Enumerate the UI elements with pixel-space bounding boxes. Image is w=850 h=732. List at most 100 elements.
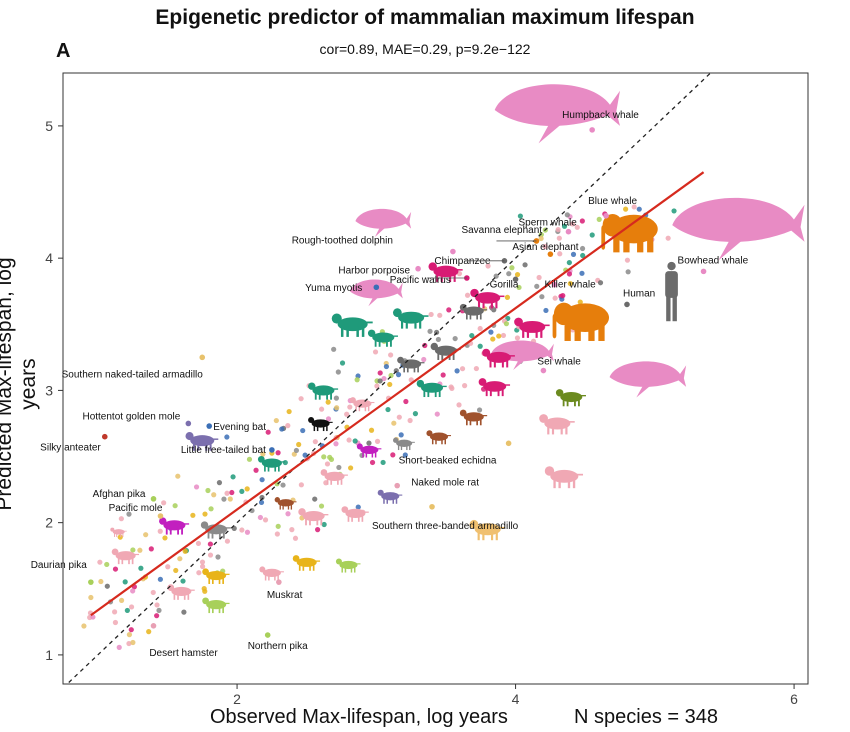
animal-body bbox=[519, 320, 546, 333]
data-point bbox=[462, 383, 468, 389]
animal-body bbox=[206, 570, 227, 581]
quadruped-silhouette bbox=[544, 466, 584, 489]
animal-leg bbox=[340, 326, 344, 337]
animal-leg bbox=[476, 418, 478, 426]
animal-tail bbox=[184, 523, 190, 525]
data-point bbox=[279, 426, 285, 432]
animal-leg bbox=[114, 532, 116, 537]
animal-head bbox=[167, 584, 175, 591]
animal-head bbox=[292, 555, 300, 562]
animal-body bbox=[302, 510, 325, 522]
animal-tail bbox=[499, 526, 506, 529]
data-point bbox=[368, 427, 375, 433]
elephant-head bbox=[553, 302, 574, 326]
animal-body bbox=[324, 471, 345, 481]
data-point bbox=[366, 440, 372, 446]
human-silhouette bbox=[665, 261, 678, 322]
animal-tail bbox=[366, 321, 373, 324]
labeled-point: Yuma myotis bbox=[305, 283, 380, 294]
data-point bbox=[196, 570, 202, 576]
data-point bbox=[274, 531, 280, 537]
animal-leg bbox=[501, 359, 504, 368]
data-point bbox=[428, 311, 434, 318]
data-point bbox=[275, 523, 281, 529]
data-point bbox=[564, 212, 570, 218]
data-point bbox=[504, 294, 511, 300]
animal-body bbox=[475, 292, 501, 304]
data-point bbox=[312, 496, 318, 502]
animal-body bbox=[372, 332, 395, 343]
labeled-point-label: Blue whale bbox=[588, 196, 637, 207]
labeled-point-marker bbox=[700, 268, 707, 275]
animal-leg bbox=[434, 389, 437, 398]
animal-leg bbox=[477, 531, 480, 541]
data-point bbox=[421, 356, 427, 363]
quadruped-silhouette bbox=[349, 397, 375, 412]
animal-leg bbox=[313, 424, 316, 432]
data-point bbox=[296, 441, 302, 448]
data-point bbox=[298, 396, 304, 402]
labeled-point-label: Silky anteater bbox=[40, 443, 101, 454]
data-point bbox=[435, 336, 441, 343]
labeled-point: Gorilla bbox=[490, 276, 519, 290]
labeled-point: Bowhead whale bbox=[678, 255, 749, 275]
animal-head bbox=[159, 517, 167, 525]
animal-tail bbox=[441, 385, 447, 388]
labeled-points: Humpback whale Blue whale Sperm whale Bowhe… bbox=[31, 110, 749, 659]
data-point bbox=[221, 496, 227, 502]
data-point bbox=[496, 333, 502, 339]
animal-leg bbox=[390, 339, 392, 347]
animal-leg bbox=[400, 444, 403, 451]
animal-leg bbox=[558, 478, 561, 489]
data-point bbox=[195, 540, 202, 547]
y-tick-label: 3 bbox=[45, 382, 53, 398]
animal-leg bbox=[302, 563, 305, 571]
animal-leg bbox=[205, 442, 208, 451]
animal-leg bbox=[417, 365, 419, 373]
animal-leg bbox=[397, 444, 400, 451]
animal-leg bbox=[495, 531, 498, 541]
animal-head bbox=[392, 308, 402, 318]
animal-leg bbox=[274, 574, 276, 581]
animal-leg bbox=[316, 424, 319, 432]
data-point bbox=[380, 459, 386, 466]
data-point bbox=[224, 538, 231, 544]
labeled-point-marker bbox=[206, 423, 213, 429]
labeled-point-marker bbox=[603, 213, 609, 219]
data-point bbox=[239, 488, 245, 495]
quadruped-silhouette bbox=[555, 389, 586, 407]
animal-leg bbox=[465, 418, 468, 426]
data-point bbox=[355, 504, 361, 510]
labeled-point-label: Southern naked-tailed armadillo bbox=[62, 369, 204, 380]
labeled-point: Harbor porpoise bbox=[338, 266, 421, 277]
animal-leg bbox=[361, 326, 365, 337]
labeled-point-label: Savanna elephant bbox=[461, 225, 542, 236]
quadruped-silhouette bbox=[341, 506, 369, 522]
data-point bbox=[244, 486, 250, 492]
elephant-leg bbox=[623, 236, 630, 253]
animal-leg bbox=[207, 530, 210, 539]
animal-body bbox=[474, 523, 501, 536]
data-point bbox=[561, 223, 568, 229]
data-point bbox=[118, 516, 124, 522]
data-point bbox=[490, 336, 496, 342]
labeled-point-marker bbox=[88, 579, 94, 585]
labeled-point-marker bbox=[589, 127, 595, 133]
animal-head bbox=[478, 378, 487, 386]
data-point bbox=[589, 232, 595, 238]
labeled-point-label: Human bbox=[623, 288, 655, 299]
labeled-point: Human bbox=[623, 288, 655, 308]
animal-leg bbox=[312, 563, 315, 571]
data-point bbox=[538, 235, 544, 242]
data-point bbox=[257, 514, 263, 521]
animal-leg bbox=[419, 319, 422, 329]
labeled-point: Desert hamster bbox=[149, 623, 218, 659]
data-point bbox=[216, 480, 223, 486]
labeled-point: Afghan pika bbox=[93, 489, 157, 502]
animal-leg bbox=[279, 504, 281, 510]
data-point bbox=[154, 602, 160, 608]
animal-body bbox=[296, 557, 317, 567]
data-point bbox=[427, 328, 433, 334]
quadruped-silhouette bbox=[308, 382, 339, 400]
labeled-point-marker bbox=[185, 420, 192, 427]
